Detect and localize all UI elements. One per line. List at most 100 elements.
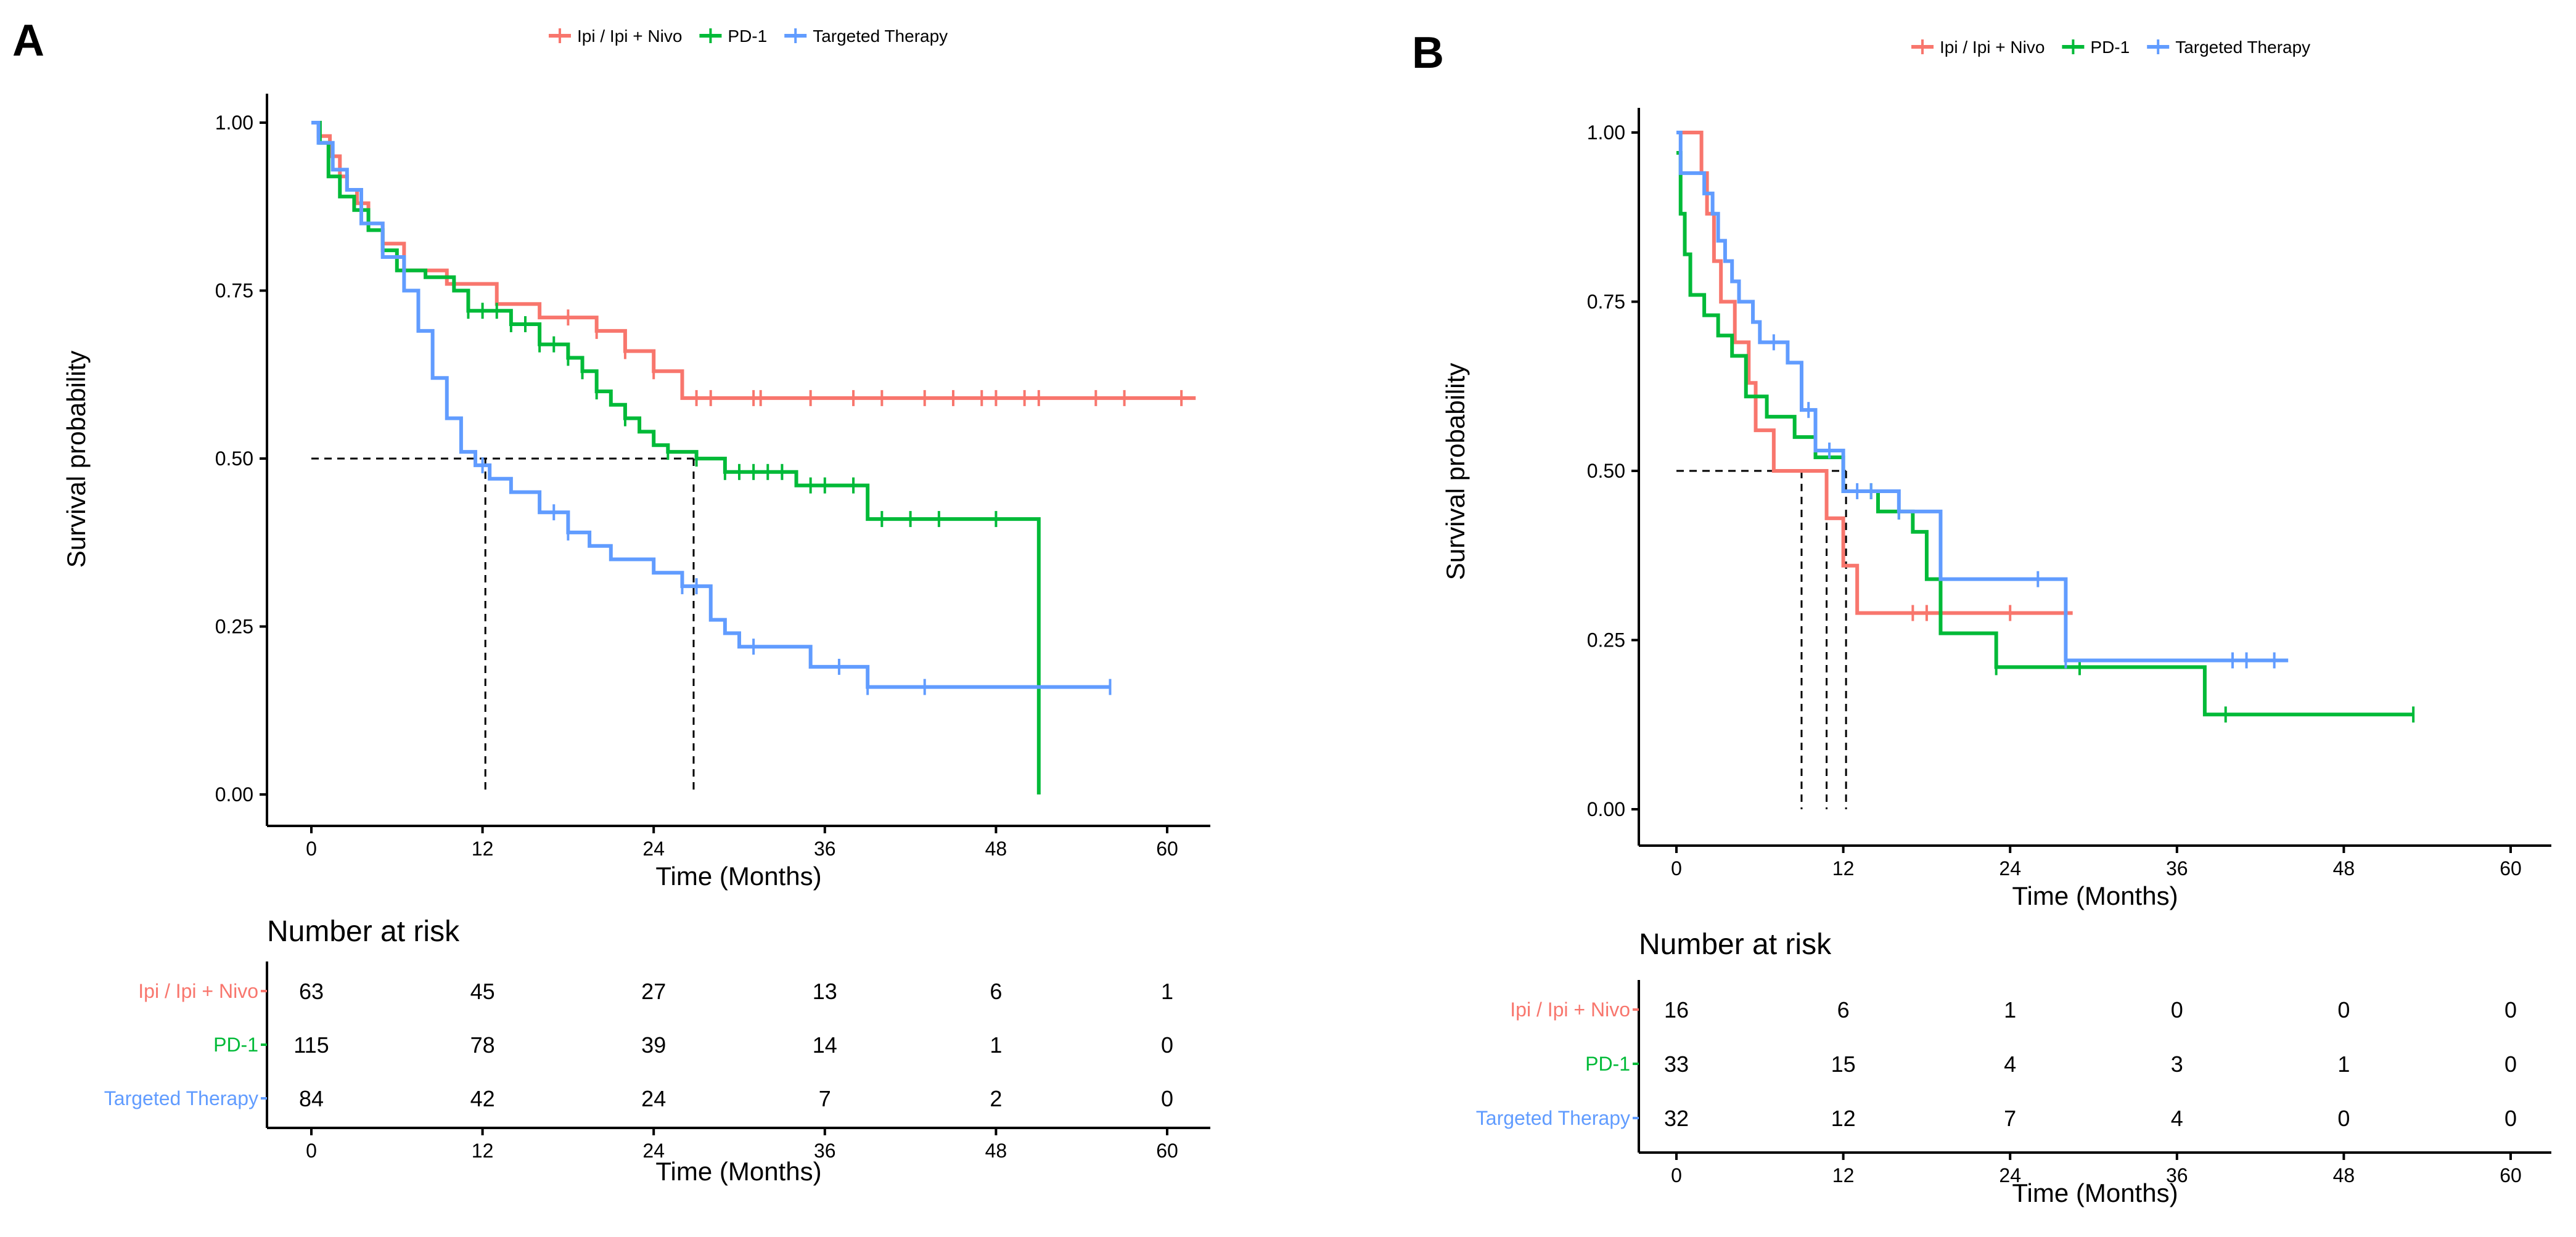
risk-count: 0 (2504, 1106, 2517, 1131)
risk-table: Number at risk Ipi / Ipi + Nivo 16 6 1 0 0 0 PD-… (1476, 928, 2551, 1207)
risk-count: 45 (470, 979, 495, 1004)
legend-label-targeted-therapy: Targeted Therapy (813, 27, 948, 46)
risk-count: 7 (819, 1086, 831, 1111)
panel-a-label: A (12, 16, 44, 65)
legend-label-targeted-therapy: Targeted Therapy (2175, 38, 2310, 57)
risk-count: 27 (641, 979, 666, 1004)
y-tick-label: 0.75 (1587, 291, 1625, 313)
y-axis-title: Survival probability (1441, 363, 1470, 581)
survival-curve-ipi-ipi-nivo (1676, 131, 2073, 615)
risk-row-label-targeted-therapy: Targeted Therapy (1476, 1107, 1630, 1129)
x-tick-label: 0 (306, 838, 317, 860)
panel-a: A Ipi / Ipi + Nivo PD-1 Targeted Therapy 0.0… (12, 16, 1210, 1186)
x-tick-label: 12 (472, 838, 494, 860)
risk-count: 63 (299, 979, 324, 1004)
x-tick-label: 48 (2333, 857, 2355, 880)
y-tick-label: 1.00 (1587, 121, 1625, 144)
risk-count: 14 (813, 1032, 837, 1058)
x-tick-label: 12 (1832, 857, 1855, 880)
panel-b-label: B (1412, 28, 1444, 78)
x-tick-label: 60 (1156, 838, 1178, 860)
panel-b: B Ipi / Ipi + Nivo PD-1 Targeted Therapy 0.0… (1412, 28, 2551, 1207)
risk-count: 16 (1664, 997, 1689, 1023)
legend-label-ipi-ipi-nivo: Ipi / Ipi + Nivo (1940, 38, 2045, 57)
x-axis-title: Time (Months) (655, 862, 821, 891)
risk-x-tick-label: 24 (642, 1140, 665, 1162)
survival-curve-ipi-ipi-nivo (311, 121, 1196, 400)
risk-count: 39 (641, 1032, 666, 1058)
legend-label-pd-1: PD-1 (728, 27, 767, 46)
x-tick-label: 48 (985, 838, 1007, 860)
risk-count: 0 (2337, 1106, 2350, 1131)
y-tick-label: 0.75 (215, 280, 253, 302)
y-tick-label: 0.50 (215, 447, 253, 470)
risk-count: 78 (470, 1032, 495, 1058)
risk-count: 7 (2004, 1106, 2016, 1131)
y-tick-label: 0.00 (1587, 798, 1625, 820)
risk-x-tick-label: 48 (2333, 1164, 2355, 1186)
risk-x-tick-label: 12 (472, 1140, 494, 1162)
risk-count: 84 (299, 1086, 324, 1111)
risk-x-tick-label: 0 (306, 1140, 317, 1162)
risk-x-tick-label: 60 (2500, 1164, 2522, 1186)
risk-count: 115 (293, 1032, 329, 1058)
risk-count: 3 (2171, 1051, 2183, 1077)
risk-count: 0 (1161, 1032, 1173, 1058)
y-tick-label: 0.25 (215, 616, 253, 638)
legend: Ipi / Ipi + Nivo PD-1 Targeted Therapy (549, 27, 948, 46)
risk-count: 33 (1664, 1051, 1689, 1077)
x-tick-label: 36 (2166, 857, 2188, 880)
y-tick-label: 0.50 (1587, 460, 1625, 482)
risk-count: 1 (2337, 1051, 2350, 1077)
risk-x-tick-label: 12 (1832, 1164, 1855, 1186)
risk-row-label-targeted-therapy: Targeted Therapy (104, 1087, 258, 1109)
risk-count: 13 (813, 979, 837, 1004)
survival-curve-targeted-therapy (311, 121, 1110, 689)
risk-count: 4 (2171, 1106, 2183, 1131)
risk-count: 12 (1831, 1106, 1856, 1131)
legend-label-pd-1: PD-1 (2090, 38, 2130, 57)
risk-x-tick-label: 60 (1156, 1140, 1178, 1162)
x-tick-label: 60 (2500, 857, 2522, 880)
x-axis-title: Time (Months) (2012, 881, 2178, 910)
legend: Ipi / Ipi + Nivo PD-1 Targeted Therapy (1911, 38, 2310, 57)
risk-count: 0 (2337, 997, 2350, 1023)
risk-x-tick-label: 48 (985, 1140, 1007, 1162)
survival-curve-pd-1 (1676, 150, 2414, 717)
y-tick-label: 0.25 (1587, 629, 1625, 651)
risk-count: 0 (1161, 1086, 1173, 1111)
y-axis-title: Survival probability (62, 351, 91, 568)
risk-count: 4 (2004, 1051, 2016, 1077)
risk-count: 6 (990, 979, 1002, 1004)
survival-curve-targeted-therapy (1676, 131, 2289, 663)
risk-x-axis-title: Time (Months) (2012, 1178, 2178, 1207)
risk-count: 1 (1161, 979, 1173, 1004)
risk-x-tick-label: 24 (1999, 1164, 2021, 1186)
x-tick-label: 24 (1999, 857, 2021, 880)
x-tick-label: 36 (814, 838, 836, 860)
risk-row-label-ipi-ipi-nivo: Ipi / Ipi + Nivo (1510, 998, 1630, 1021)
x-tick-label: 24 (642, 838, 665, 860)
risk-row-label-ipi-ipi-nivo: Ipi / Ipi + Nivo (138, 980, 258, 1002)
risk-x-axis-title: Time (Months) (655, 1157, 821, 1186)
risk-count: 6 (1837, 997, 1850, 1023)
risk-count: 42 (470, 1086, 495, 1111)
risk-count: 0 (2171, 997, 2183, 1023)
risk-count: 0 (2504, 997, 2517, 1023)
risk-count: 1 (990, 1032, 1002, 1058)
risk-count: 2 (990, 1086, 1002, 1111)
risk-count: 24 (641, 1086, 666, 1111)
risk-row-label-pd-1: PD-1 (213, 1034, 258, 1056)
risk-x-tick-label: 0 (1671, 1164, 1682, 1186)
risk-x-tick-label: 36 (814, 1140, 836, 1162)
risk-count: 32 (1664, 1106, 1689, 1131)
legend-label-ipi-ipi-nivo: Ipi / Ipi + Nivo (577, 27, 682, 46)
risk-count: 0 (2504, 1051, 2517, 1077)
risk-count: 1 (2004, 997, 2016, 1023)
risk-count: 15 (1831, 1051, 1856, 1077)
x-tick-label: 0 (1671, 857, 1682, 880)
risk-row-label-pd-1: PD-1 (1585, 1053, 1630, 1075)
y-tick-label: 0.00 (215, 783, 253, 806)
